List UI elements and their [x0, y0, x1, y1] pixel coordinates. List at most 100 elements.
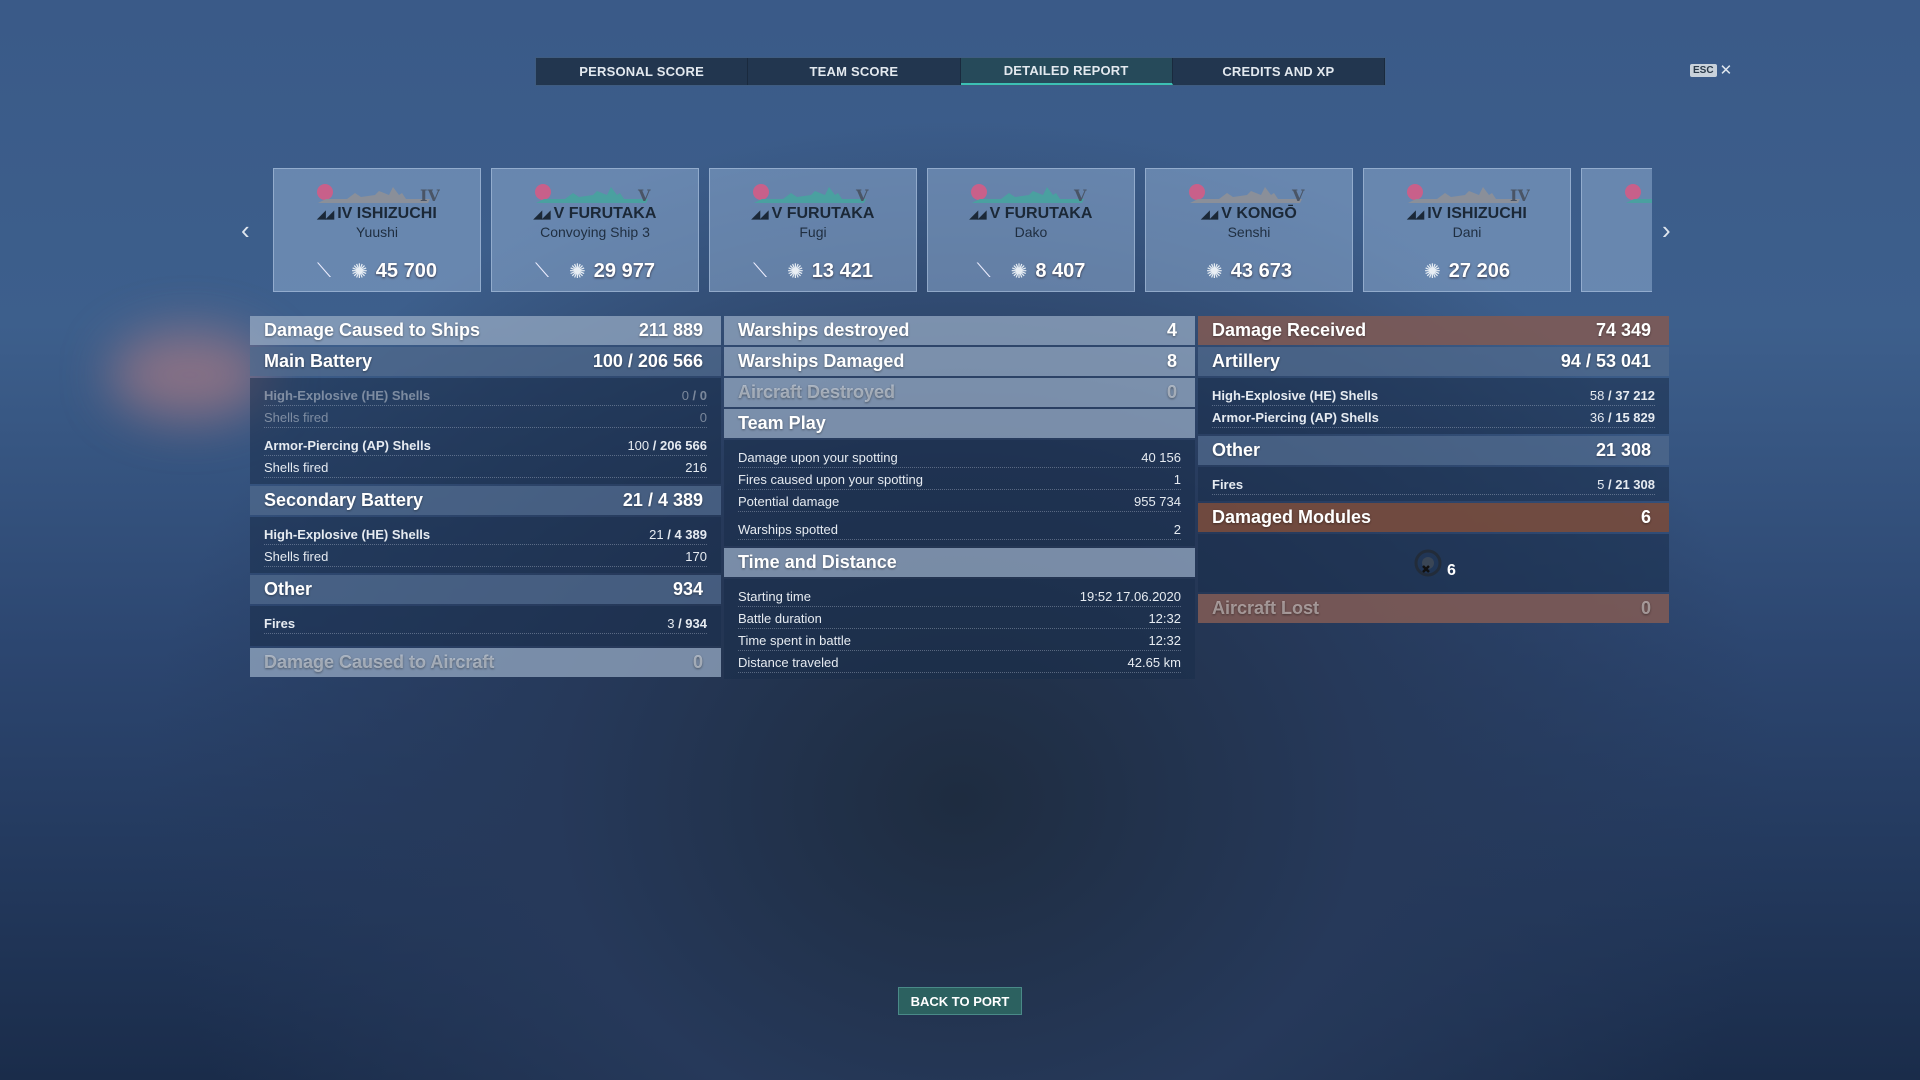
close-icon[interactable]: ✕ [1719, 62, 1733, 79]
ship-card[interactable]: V ◢◢ V KONGŌ Senshi ✺ 43 673 [1145, 168, 1353, 292]
header-label: Damage Received [1212, 320, 1367, 340]
detail-list: Fires 5 / 21 308 [1198, 467, 1669, 501]
ship-card-partial[interactable] [1581, 168, 1652, 292]
player-name: Dako [1014, 224, 1048, 240]
detail-list: High-Explosive (HE) Shells 0 / 0 Shells fi… [250, 378, 721, 484]
row-value: 0 / 0 [681, 388, 707, 403]
detail-row: High-Explosive (HE) Shells 21 / 4 389 [264, 523, 707, 545]
tab-personal-score[interactable]: PERSONAL SCORE [536, 58, 749, 85]
class-icon: ◢◢ [969, 209, 990, 221]
player-name: Convoying Ship 3 [540, 224, 650, 240]
ship-card[interactable]: IV ◢◢ IV ISHIZUCHI Yuushi ⟍ ✺ 45 700 [273, 168, 481, 292]
row-label: Distance traveled [738, 655, 839, 670]
player-name: Fugi [799, 224, 827, 240]
row-value: 216 [685, 460, 707, 475]
player-name: Dani [1452, 224, 1482, 240]
tab-team-score[interactable]: TEAM SCORE [748, 58, 961, 85]
detail-row: Time spent in battle 12:32 [738, 629, 1181, 651]
detail-row: Shells fired 216 [264, 456, 707, 478]
detail-list: High-Explosive (HE) Shells 21 / 4 389 Shel… [250, 517, 721, 573]
damage-caused-header: Damage Caused to Ships 211 889 [250, 316, 721, 345]
player-name: Yuushi [355, 224, 399, 240]
row-label: Starting time [738, 589, 811, 604]
ship-card[interactable]: V ◢◢ V FURUTAKA Dako ⟍ ✺ 8 407 [927, 168, 1135, 292]
damage-value: 13 421 [811, 260, 873, 282]
damage-value: 8 407 [1035, 260, 1086, 282]
header-value: 8 [1166, 351, 1177, 371]
header-value: 0 [692, 652, 703, 672]
row-value: 12:32 [1148, 633, 1181, 648]
damage-burst-icon: ✺ [1206, 261, 1223, 283]
back-to-port-button[interactable]: BACK TO PORT [898, 987, 1022, 1015]
detail-row: Armor-Piercing (AP) Shells 100 / 206 566 [264, 434, 707, 456]
ship-name: ◢◢ V KONGŌ [1201, 205, 1297, 222]
team-panel: Warships destroyed 4 Warships Damaged 8 Ai… [724, 316, 1195, 681]
row-label: Armor-Piercing (AP) Shells [264, 438, 431, 453]
ship-card[interactable]: V ◢◢ V FURUTAKA Fugi ⟍ ✺ 13 421 [709, 168, 917, 292]
damage-burst-icon: ✺ [1424, 261, 1441, 283]
detail-row: Starting time 19:52 17.06.2020 [738, 585, 1181, 607]
detail-row: Warships spotted 2 [738, 518, 1181, 540]
header-value: 100 / 206 566 [592, 351, 703, 371]
row-label: High-Explosive (HE) Shells [1212, 388, 1379, 403]
detail-row: High-Explosive (HE) Shells 0 / 0 [264, 384, 707, 406]
row-label: Armor-Piercing (AP) Shells [1212, 410, 1379, 425]
header-label: Other [1212, 440, 1261, 460]
row-label: High-Explosive (HE) Shells [264, 527, 431, 542]
sunk-ship-icon: ⟍ [535, 260, 550, 282]
detail-list: Starting time 19:52 17.06.2020 Battle dura… [724, 579, 1195, 679]
header-value: 4 [1166, 320, 1177, 340]
row-value: 0 [699, 410, 707, 425]
header-label: Aircraft Destroyed [738, 382, 896, 402]
detail-row: Damage upon your spotting 40 156 [738, 446, 1181, 468]
detail-row: Armor-Piercing (AP) Shells 36 / 15 829 [1212, 406, 1655, 428]
damage-burst-icon: ✺ [1010, 261, 1028, 283]
row-value: 5 / 21 308 [1597, 477, 1655, 492]
detail-row: High-Explosive (HE) Shells 58 / 37 212 [1212, 384, 1655, 406]
class-icon: ◢◢ [751, 209, 772, 221]
row-value: 58 / 37 212 [1589, 388, 1655, 403]
module-damage-icon [1414, 549, 1442, 577]
detail-row: Fires 5 / 21 308 [1212, 473, 1655, 495]
ship-carousel: IV ◢◢ IV ISHIZUCHI Yuushi ⟍ ✺ 45 700 V ◢◢ V F… [273, 168, 1652, 292]
damage-value: 27 206 [1448, 260, 1510, 282]
damage-burst-icon: ✺ [351, 261, 368, 283]
header-label: Damage Caused to Aircraft [264, 652, 495, 672]
ship-silhouette-icon: V [1189, 184, 1305, 205]
chevron-right-icon[interactable]: › [1662, 215, 1671, 245]
aircraft-lost-header: Aircraft Lost 0 [1198, 594, 1669, 623]
ship-card[interactable]: IV ◢◢ IV ISHIZUCHI Dani ✺ 27 206 [1363, 168, 1571, 292]
time-distance-header: Time and Distance [724, 548, 1195, 577]
ship-silhouette-icon: V [971, 184, 1087, 205]
tab-credits-and-xp[interactable]: CREDITS AND XP [1173, 58, 1385, 85]
ship-name: ◢◢ IV ISHIZUCHI [1407, 205, 1527, 222]
row-value: 100 / 206 566 [627, 438, 707, 453]
sunk-ship-icon: ⟍ [317, 260, 332, 282]
svg-text:V: V [855, 186, 869, 205]
header-value: 6 [1640, 507, 1651, 527]
tab-bar: PERSONAL SCORE TEAM SCORE DETAILED REPORT C… [535, 57, 1386, 86]
damage-received-header: Damage Received 74 349 [1198, 316, 1669, 345]
ship-name: ◢◢ V FURUTAKA [751, 205, 875, 222]
header-label: Damaged Modules [1212, 507, 1372, 527]
esc-close-button[interactable]: ESC ✕ [1690, 61, 1732, 79]
header-value: 94 / 53 041 [1560, 351, 1651, 371]
damage-value: 29 977 [593, 260, 655, 282]
ship-name: ◢◢ V FURUTAKA [969, 205, 1093, 222]
warships-damaged-header: Warships Damaged 8 [724, 347, 1195, 376]
ship-name: ◢◢ V FURUTAKA [533, 205, 657, 222]
ship-silhouette-icon: IV [1407, 184, 1530, 205]
class-icon: ◢◢ [1407, 209, 1428, 221]
svg-text:V: V [1291, 186, 1305, 205]
module-count: 6 [1447, 562, 1456, 579]
other-header: Other 21 308 [1198, 436, 1669, 465]
tab-detailed-report[interactable]: DETAILED REPORT [960, 58, 1173, 85]
row-label: Fires [264, 616, 296, 631]
detail-list: Fires 3 / 934 [250, 606, 721, 646]
row-label: Battle duration [738, 611, 822, 626]
ship-card[interactable]: V ◢◢ V FURUTAKA Convoying Ship 3 ⟍ ✺ 29 977 [491, 168, 699, 292]
detail-row: Fires caused upon your spotting 1 [738, 468, 1181, 490]
main-battery-header: Main Battery 100 / 206 566 [250, 347, 721, 376]
chevron-left-icon[interactable]: ‹ [241, 215, 250, 245]
class-icon: ◢◢ [317, 209, 338, 221]
